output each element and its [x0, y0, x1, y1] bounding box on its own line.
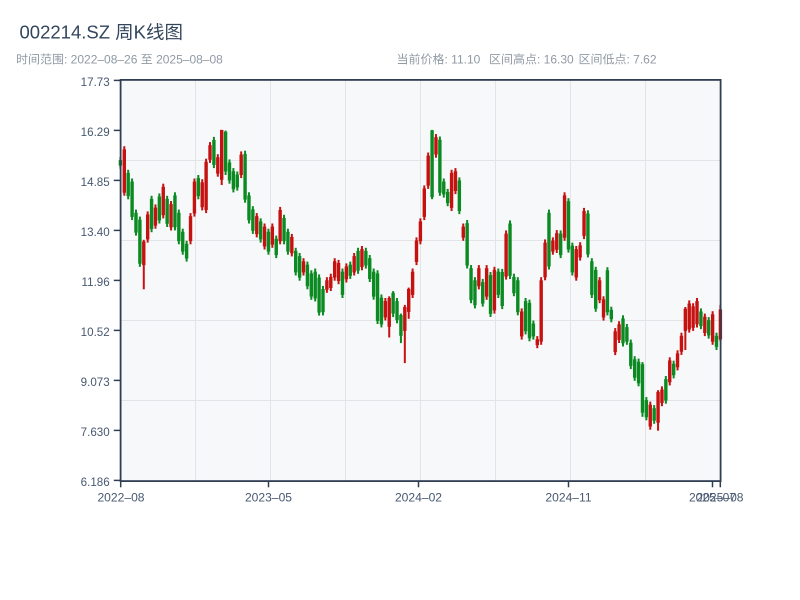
svg-text:2025–08: 2025–08: [696, 491, 743, 505]
svg-text:2025–08–08: 2025–08–08: [153, 53, 223, 67]
svg-text:6.186: 6.186: [81, 476, 110, 489]
svg-text:2025–07: 2025–07: [689, 491, 736, 505]
svg-text:: 2022–08–26: : 2022–08–26: [64, 53, 141, 67]
svg-text:2023–05: 2023–05: [245, 491, 292, 505]
svg-text:7.630: 7.630: [81, 426, 110, 439]
svg-text:: 16.30: : 16.30: [537, 53, 574, 67]
svg-text:9.073: 9.073: [81, 376, 110, 389]
svg-text:2024–02: 2024–02: [395, 491, 442, 505]
svg-text:2022–08: 2022–08: [97, 491, 144, 505]
svg-text:16.29: 16.29: [81, 126, 110, 139]
svg-text:14.85: 14.85: [81, 176, 110, 189]
svg-text:: 11.10: : 11.10: [445, 53, 481, 67]
svg-text:: 7.62: : 7.62: [627, 53, 657, 67]
svg-text:11.96: 11.96: [82, 276, 110, 289]
svg-text:2024–11: 2024–11: [545, 491, 591, 505]
svg-text:13.40: 13.40: [81, 226, 110, 239]
svg-text:10.52: 10.52: [81, 326, 110, 339]
svg-text:17.73: 17.73: [81, 76, 110, 89]
svg-text:K: K: [134, 22, 147, 43]
svg-text:002214.SZ: 002214.SZ: [20, 22, 116, 43]
